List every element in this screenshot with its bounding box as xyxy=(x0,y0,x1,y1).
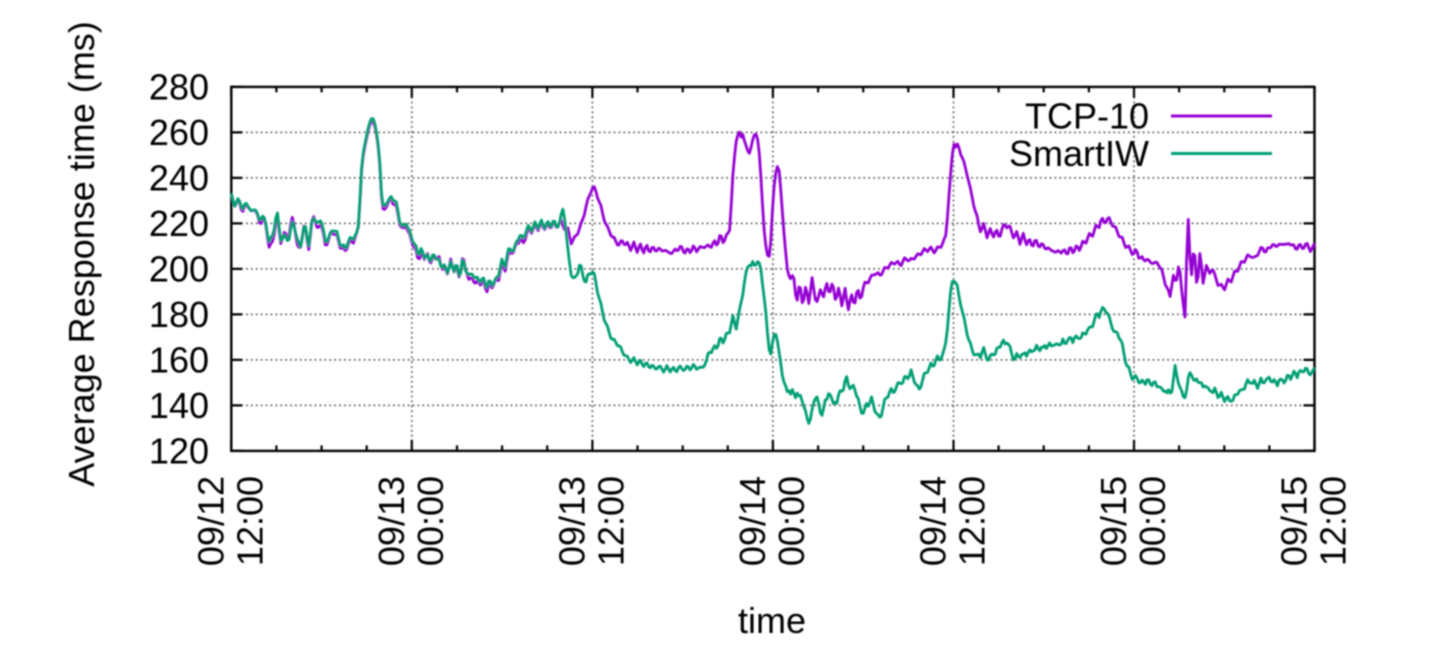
svg-text:00:00: 00:00 xyxy=(1132,476,1173,566)
svg-text:SmartIW: SmartIW xyxy=(1009,133,1149,174)
svg-text:160: 160 xyxy=(149,339,209,380)
svg-text:09/13: 09/13 xyxy=(551,476,592,566)
svg-text:00:00: 00:00 xyxy=(771,476,812,566)
svg-text:200: 200 xyxy=(149,248,209,289)
svg-text:12:00: 12:00 xyxy=(952,476,993,566)
svg-text:260: 260 xyxy=(149,112,209,153)
svg-text:09/14: 09/14 xyxy=(732,476,773,566)
svg-text:180: 180 xyxy=(149,294,209,335)
svg-text:Average Response time (ms): Average Response time (ms) xyxy=(61,21,102,487)
svg-text:12:00: 12:00 xyxy=(229,476,270,566)
svg-text:09/15: 09/15 xyxy=(1274,476,1315,566)
svg-text:12:00: 12:00 xyxy=(1313,476,1354,566)
svg-text:09/13: 09/13 xyxy=(371,476,412,566)
svg-text:time: time xyxy=(738,600,806,641)
svg-text:120: 120 xyxy=(149,430,209,471)
svg-text:00:00: 00:00 xyxy=(410,476,451,566)
svg-text:09/14: 09/14 xyxy=(913,476,954,566)
svg-text:220: 220 xyxy=(149,203,209,244)
svg-text:12:00: 12:00 xyxy=(590,476,631,566)
svg-text:140: 140 xyxy=(149,385,209,426)
svg-text:280: 280 xyxy=(149,66,209,107)
svg-text:09/15: 09/15 xyxy=(1093,476,1134,566)
svg-text:240: 240 xyxy=(149,157,209,198)
svg-text:09/12: 09/12 xyxy=(190,476,231,566)
svg-text:TCP-10: TCP-10 xyxy=(1025,96,1149,137)
